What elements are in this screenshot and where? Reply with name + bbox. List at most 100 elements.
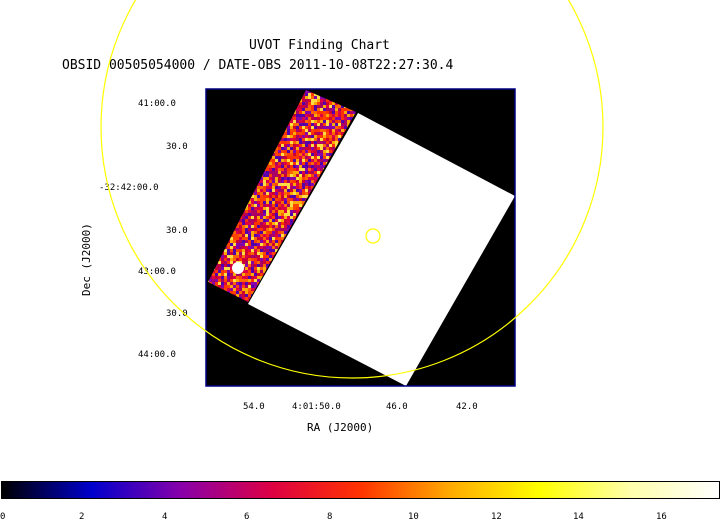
noise-pixel — [272, 159, 275, 162]
noise-pixel — [305, 195, 308, 198]
noise-pixel — [269, 210, 272, 213]
noise-pixel — [323, 144, 326, 147]
noise-pixel — [299, 195, 302, 198]
noise-pixel — [242, 225, 245, 228]
noise-pixel — [326, 144, 329, 147]
noise-pixel — [335, 141, 338, 144]
noise-pixel — [287, 162, 290, 165]
noise-pixel — [257, 201, 260, 204]
noise-pixel — [317, 168, 320, 171]
noise-pixel — [299, 174, 302, 177]
noise-pixel — [266, 261, 269, 264]
noise-pixel — [308, 141, 311, 144]
noise-pixel — [296, 111, 299, 114]
noise-pixel — [275, 219, 278, 222]
noise-pixel — [269, 186, 272, 189]
noise-pixel — [320, 123, 323, 126]
noise-pixel — [239, 288, 242, 291]
noise-pixel — [275, 150, 278, 153]
noise-pixel — [257, 186, 260, 189]
noise-pixel — [329, 117, 332, 120]
noise-pixel — [287, 153, 290, 156]
noise-pixel — [239, 240, 242, 243]
noise-pixel — [239, 234, 242, 237]
noise-pixel — [302, 102, 305, 105]
noise-pixel — [254, 243, 257, 246]
noise-pixel — [263, 180, 266, 183]
noise-pixel — [314, 114, 317, 117]
noise-pixel — [290, 135, 293, 138]
noise-pixel — [305, 174, 308, 177]
noise-pixel — [281, 219, 284, 222]
noise-pixel — [293, 210, 296, 213]
noise-pixel — [284, 234, 287, 237]
noise-pixel — [317, 147, 320, 150]
noise-pixel — [263, 264, 266, 267]
noise-pixel — [290, 183, 293, 186]
noise-pixel — [227, 285, 230, 288]
noise-pixel — [305, 90, 308, 93]
noise-pixel — [245, 264, 248, 267]
noise-pixel — [296, 114, 299, 117]
noise-pixel — [293, 186, 296, 189]
dec-tick-label: 30.0 — [166, 226, 188, 236]
noise-pixel — [278, 186, 281, 189]
noise-pixel — [236, 282, 239, 285]
noise-pixel — [242, 222, 245, 225]
noise-pixel — [245, 213, 248, 216]
noise-pixel — [302, 135, 305, 138]
noise-pixel — [314, 150, 317, 153]
noise-pixel — [302, 111, 305, 114]
noise-pixel — [269, 204, 272, 207]
noise-pixel — [296, 189, 299, 192]
noise-pixel — [251, 195, 254, 198]
noise-pixel — [287, 144, 290, 147]
noise-pixel — [320, 126, 323, 129]
noise-pixel — [248, 279, 251, 282]
noise-pixel — [263, 228, 266, 231]
noise-pixel — [245, 270, 248, 273]
noise-pixel — [335, 117, 338, 120]
noise-pixel — [260, 273, 263, 276]
noise-pixel — [218, 261, 221, 264]
noise-pixel — [284, 231, 287, 234]
noise-pixel — [290, 117, 293, 120]
noise-pixel — [293, 189, 296, 192]
noise-pixel — [305, 159, 308, 162]
noise-pixel — [254, 210, 257, 213]
noise-pixel — [269, 213, 272, 216]
noise-pixel — [290, 177, 293, 180]
colorbar-tick-label: 16 — [656, 512, 667, 522]
noise-pixel — [245, 252, 248, 255]
noise-pixel — [242, 252, 245, 255]
noise-pixel — [302, 171, 305, 174]
noise-pixel — [296, 207, 299, 210]
noise-pixel — [311, 108, 314, 111]
noise-pixel — [266, 231, 269, 234]
noise-pixel — [305, 156, 308, 159]
noise-pixel — [344, 126, 347, 129]
noise-pixel — [263, 213, 266, 216]
noise-pixel — [302, 174, 305, 177]
noise-pixel — [329, 153, 332, 156]
noise-pixel — [236, 255, 239, 258]
noise-pixel — [245, 249, 248, 252]
noise-pixel — [266, 234, 269, 237]
noise-pixel — [317, 132, 320, 135]
noise-pixel — [254, 261, 257, 264]
noise-pixel — [245, 258, 248, 261]
noise-pixel — [326, 147, 329, 150]
noise-pixel — [236, 276, 239, 279]
noise-pixel — [251, 264, 254, 267]
noise-pixel — [290, 132, 293, 135]
noise-pixel — [305, 153, 308, 156]
noise-pixel — [224, 267, 227, 270]
noise-pixel — [221, 285, 224, 288]
noise-pixel — [224, 270, 227, 273]
noise-pixel — [305, 132, 308, 135]
noise-pixel — [296, 147, 299, 150]
noise-pixel — [254, 285, 257, 288]
noise-pixel — [263, 186, 266, 189]
noise-pixel — [263, 225, 266, 228]
noise-pixel — [221, 264, 224, 267]
